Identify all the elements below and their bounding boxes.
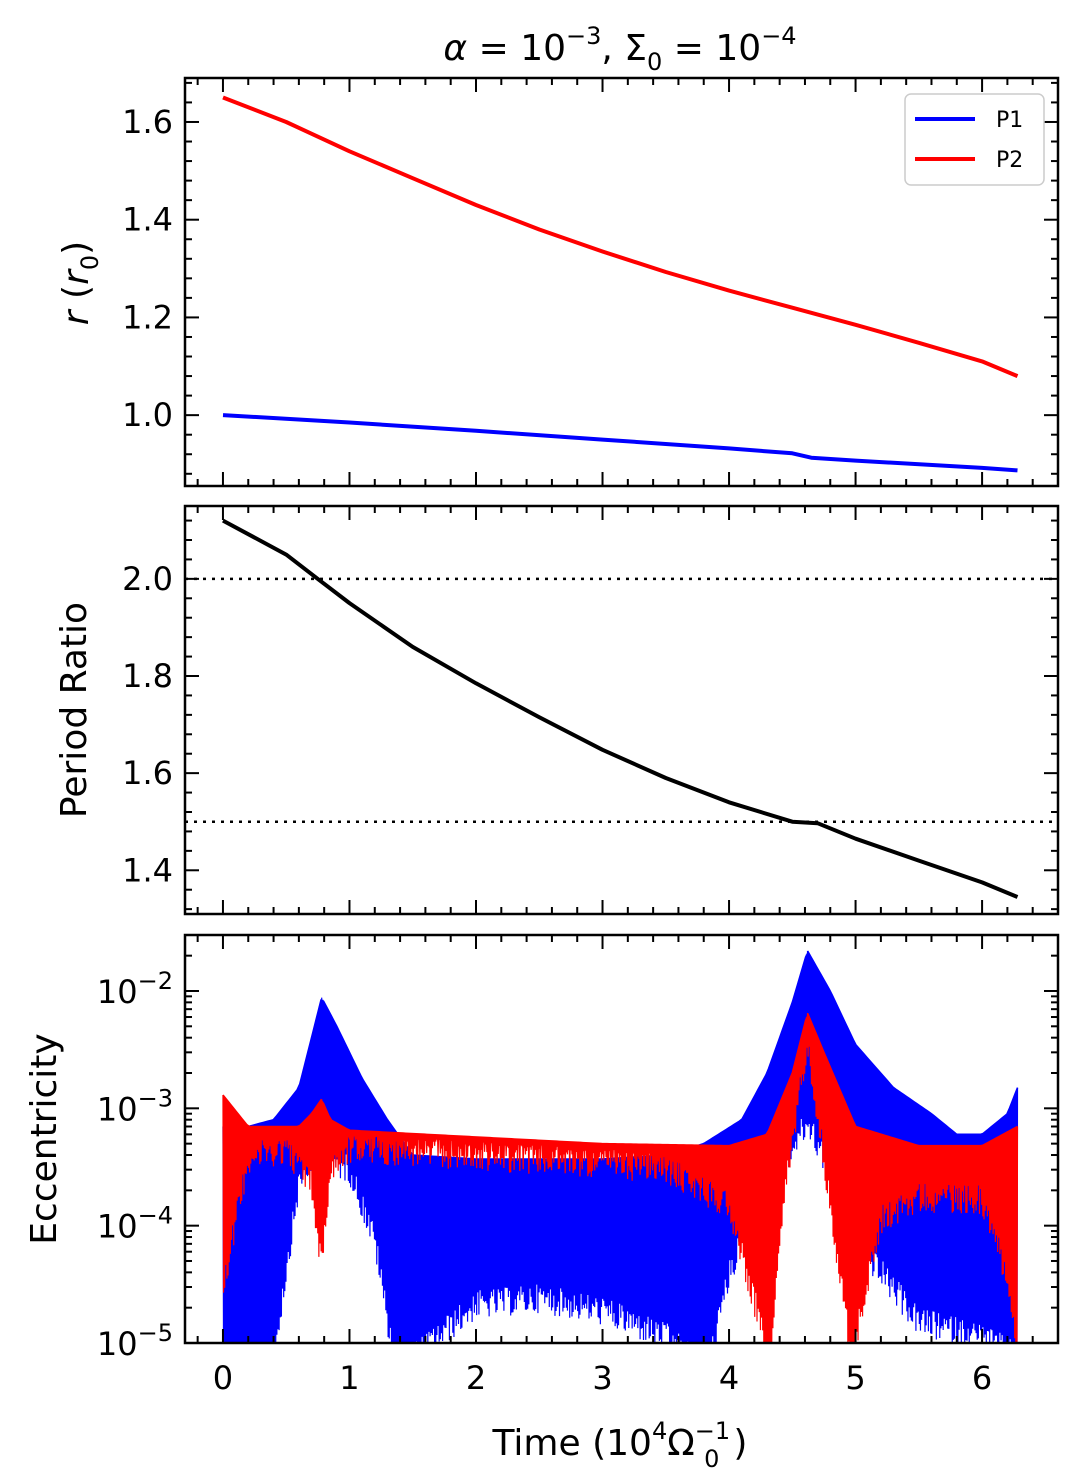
y-tick-label: 1.0 (122, 396, 173, 434)
x-tick-label: 5 (845, 1359, 865, 1397)
y-tick-label: 10−5 (97, 1319, 173, 1363)
eccentricity-ylabel: Eccentricity (24, 1033, 65, 1244)
panel-eccentricity-frame (183, 933, 1060, 1345)
x-tick-label: 0 (213, 1359, 233, 1397)
panel-period-ratio-frame (183, 504, 1060, 916)
x-tick-label: 3 (592, 1359, 612, 1397)
x-tick-label: 2 (466, 1359, 486, 1397)
panel-radius-frame (183, 76, 1060, 488)
x-tick-label: 6 (972, 1359, 992, 1397)
legend-box (904, 93, 1045, 186)
series-line-p2 (222, 95, 1019, 378)
y-tick-label: 10−2 (97, 967, 173, 1011)
y-tick-label: 1.4 (122, 201, 173, 239)
radius-ylabel: r (r0) (56, 241, 104, 325)
series-line-p1 (222, 413, 1018, 473)
y-tick-label: 1.6 (122, 754, 173, 792)
legend-label-p2: P2 (996, 148, 1023, 173)
y-tick-label: 1.2 (122, 298, 173, 336)
x-tick-label: 4 (719, 1359, 739, 1397)
panel-period-ratio: 1.4 1.6 1.8 2.0 Period Ratio (54, 504, 1060, 916)
x-tick-label: 1 (339, 1359, 359, 1397)
y-tick-label: 10−3 (97, 1084, 173, 1128)
chart-title: α = 10−3, Σ0 = 10−4 (443, 22, 796, 76)
y-tick-label: 2.0 (122, 560, 173, 598)
panel-eccentricity: 0 1 2 3 4 5 6 10−5 10−4 10−3 10−2 Eccentricity Tim… (24, 933, 1060, 1473)
period-ratio-ylabel: Period Ratio (54, 602, 95, 818)
legend-label-p1: P1 (996, 108, 1023, 133)
y-tick-label: 10−4 (97, 1202, 173, 1246)
legend: P1 P2 (904, 93, 1045, 186)
y-tick-label: 1.8 (122, 657, 173, 695)
y-tick-label: 1.6 (122, 103, 173, 141)
period-ratio-line (222, 518, 1019, 899)
panel-radius: 1.0 1.2 1.4 1.6 r (r0) P1 P2 (56, 76, 1060, 488)
time-xlabel: Time (104Ω−1 0) (492, 1417, 748, 1473)
y-tick-label: 1.4 (122, 851, 173, 889)
ecc-envelope-p2 (222, 1012, 1018, 1147)
